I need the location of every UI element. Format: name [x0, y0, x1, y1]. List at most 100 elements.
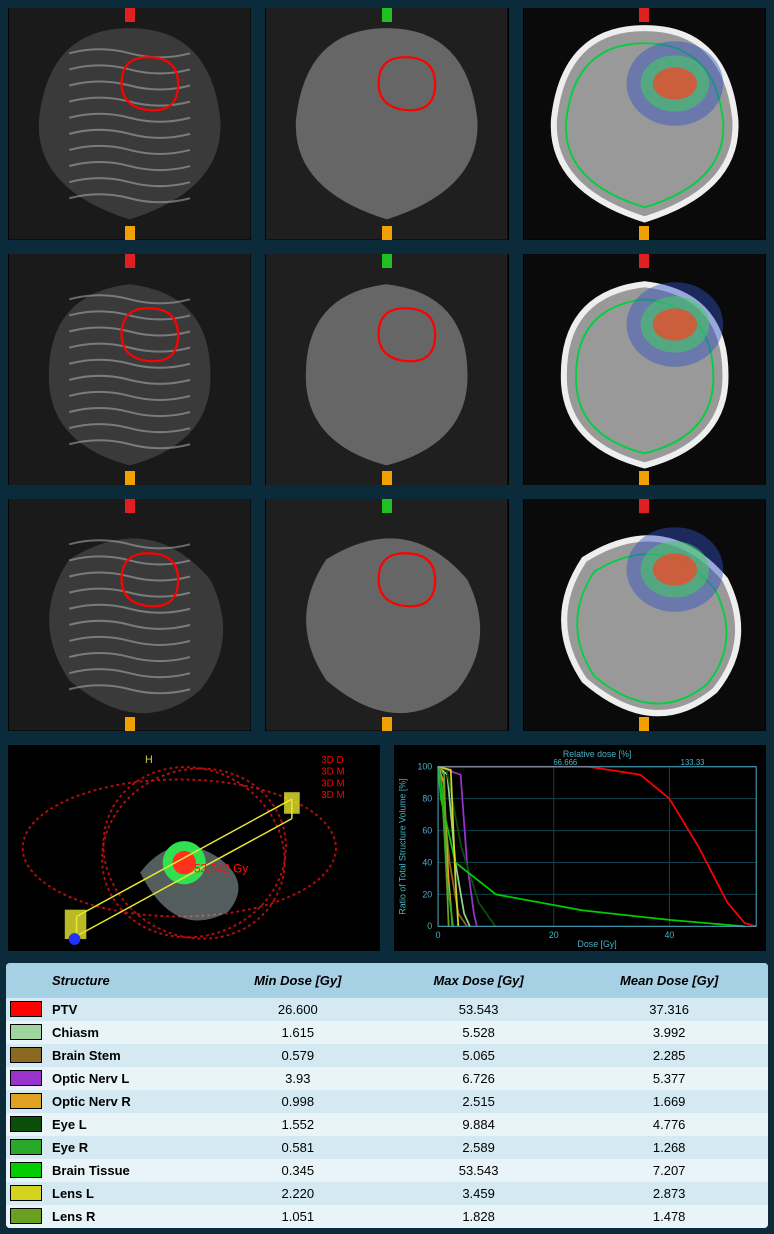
structure-name: Brain Tissue — [46, 1159, 209, 1182]
dose-min: 0.579 — [209, 1044, 387, 1067]
dose-max: 53.543 — [387, 998, 570, 1021]
orientation-marker-top — [639, 8, 649, 22]
dose-min: 2.220 — [209, 1182, 387, 1205]
scan-coronal-CT-dose — [521, 252, 768, 488]
table-row: Chiasm1.6155.5283.992 — [6, 1021, 768, 1044]
scan-sagittal-T1c-MRI — [6, 497, 253, 733]
axis-label: H — [145, 753, 153, 765]
dose-max: 2.515 — [387, 1090, 570, 1113]
svg-text:3D M: 3D M — [321, 790, 344, 801]
orientation-marker-top — [639, 254, 649, 268]
structure-name: Optic Nerv L — [46, 1067, 209, 1090]
svg-text:0: 0 — [436, 930, 441, 940]
orientation-marker-top — [639, 499, 649, 513]
scan-sagittal-T2-MRI — [263, 497, 510, 733]
dose-min: 1.552 — [209, 1113, 387, 1136]
dose-mean: 3.992 — [570, 1021, 768, 1044]
color-swatch — [10, 1162, 42, 1178]
svg-text:0: 0 — [427, 921, 432, 931]
dose-max: 2.589 — [387, 1136, 570, 1159]
table-row: Lens L2.2203.4592.873 — [6, 1182, 768, 1205]
color-swatch — [10, 1185, 42, 1201]
scan-axial-CT-dose — [521, 6, 768, 242]
orientation-marker-top — [382, 8, 392, 22]
svg-text:3D D: 3D D — [321, 754, 343, 765]
dose-min: 1.615 — [209, 1021, 387, 1044]
svg-text:100: 100 — [417, 761, 432, 771]
scan-coronal-T2-MRI — [263, 252, 510, 488]
beam3d-legend: 3D D 3D M 3D M 3D M — [321, 754, 344, 800]
structure-name: Eye L — [46, 1113, 209, 1136]
structure-name: Eye R — [46, 1136, 209, 1159]
orientation-marker-bottom — [382, 717, 392, 731]
structure-name: PTV — [46, 998, 209, 1021]
dose-mean: 1.478 — [570, 1205, 768, 1228]
dose-max: 6.726 — [387, 1067, 570, 1090]
orientation-marker-bottom — [125, 226, 135, 240]
structure-name: Brain Stem — [46, 1044, 209, 1067]
color-swatch — [10, 1047, 42, 1063]
dose-min: 0.998 — [209, 1090, 387, 1113]
svg-text:66.666: 66.666 — [553, 757, 578, 766]
dose-mean: 5.377 — [570, 1067, 768, 1090]
dose-mean: 1.669 — [570, 1090, 768, 1113]
table-row: Optic Nerv L3.936.7265.377 — [6, 1067, 768, 1090]
scan-sagittal-CT-dose — [521, 497, 768, 733]
table-row: Lens R1.0511.8281.478 — [6, 1205, 768, 1228]
table-row: Brain Stem0.5795.0652.285 — [6, 1044, 768, 1067]
col-max: Max Dose [Gy] — [387, 963, 570, 998]
dose-max: 3.459 — [387, 1182, 570, 1205]
color-swatch — [10, 1001, 42, 1017]
table-header: Structure Min Dose [Gy] Max Dose [Gy] Me… — [6, 963, 768, 998]
table-row: Optic Nerv R0.9982.5151.669 — [6, 1090, 768, 1113]
orientation-marker-top — [382, 499, 392, 513]
table-row: PTV26.60053.54337.316 — [6, 998, 768, 1021]
structure-name: Lens R — [46, 1205, 209, 1228]
orientation-marker-top — [125, 499, 135, 513]
col-min: Min Dose [Gy] — [209, 963, 387, 998]
orientation-marker-top — [125, 8, 135, 22]
beam-arrangement-3d: 53.542 Gy H 3D D 3D M 3D M 3D M — [6, 743, 382, 953]
svg-text:40: 40 — [665, 930, 675, 940]
col-structure: Structure — [6, 963, 209, 998]
dose-min: 0.345 — [209, 1159, 387, 1182]
scan-grid — [6, 6, 768, 733]
table-row: Eye R0.5812.5891.268 — [6, 1136, 768, 1159]
col-mean: Mean Dose [Gy] — [570, 963, 768, 998]
orientation-marker-bottom — [639, 717, 649, 731]
color-swatch — [10, 1139, 42, 1155]
isocenter-dose-label: 53.542 Gy — [194, 862, 248, 875]
dose-max: 5.528 — [387, 1021, 570, 1044]
color-swatch — [10, 1116, 42, 1132]
svg-text:20: 20 — [549, 930, 559, 940]
orientation-marker-bottom — [125, 717, 135, 731]
svg-text:40: 40 — [422, 857, 432, 867]
structure-name: Optic Nerv R — [46, 1090, 209, 1113]
svg-text:133.33: 133.33 — [681, 757, 706, 766]
dose-mean: 2.285 — [570, 1044, 768, 1067]
svg-text:Ratio of Total Structure Volum: Ratio of Total Structure Volume [%] — [398, 778, 408, 914]
table-row: Brain Tissue0.34553.5437.207 — [6, 1159, 768, 1182]
dose-min: 26.600 — [209, 998, 387, 1021]
dose-max: 9.884 — [387, 1113, 570, 1136]
svg-text:3D M: 3D M — [321, 778, 344, 789]
dose-mean: 4.776 — [570, 1113, 768, 1136]
orientation-marker-bottom — [125, 471, 135, 485]
orientation-marker-bottom — [639, 226, 649, 240]
scan-axial-T1c-MRI — [6, 6, 253, 242]
table-row: Eye L1.5529.8844.776 — [6, 1113, 768, 1136]
svg-text:80: 80 — [422, 793, 432, 803]
svg-text:3D M: 3D M — [321, 766, 344, 777]
scan-axial-T2-MRI — [263, 6, 510, 242]
dose-table: Structure Min Dose [Gy] Max Dose [Gy] Me… — [6, 963, 768, 1228]
structure-name: Lens L — [46, 1182, 209, 1205]
dose-mean: 2.873 — [570, 1182, 768, 1205]
dose-mean: 37.316 — [570, 998, 768, 1021]
dvh-chart: 02040020406080100Relative dose [%]66.666… — [392, 743, 768, 953]
color-swatch — [10, 1208, 42, 1224]
dose-min: 1.051 — [209, 1205, 387, 1228]
orientation-marker-bottom — [639, 471, 649, 485]
dose-mean: 1.268 — [570, 1136, 768, 1159]
svg-text:20: 20 — [422, 889, 432, 899]
svg-text:Dose [Gy]: Dose [Gy] — [578, 939, 617, 949]
